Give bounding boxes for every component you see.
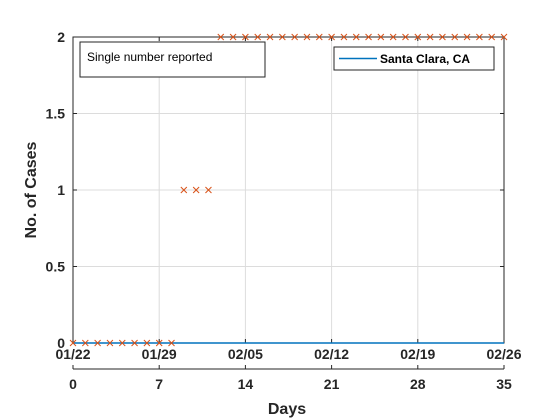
- data-point-marker: [94, 339, 101, 347]
- x-day-label: 21: [324, 376, 340, 392]
- data-point-marker: [488, 33, 496, 41]
- y-axis-title: No. of Cases: [23, 141, 40, 238]
- data-point-marker: [402, 33, 409, 41]
- data-point-marker: [155, 339, 163, 347]
- x-day-label: 28: [410, 376, 426, 392]
- data-point-marker: [81, 339, 89, 347]
- x-date-label: 02/19: [400, 346, 435, 362]
- data-point-marker: [426, 33, 434, 41]
- data-point-marker: [303, 33, 311, 41]
- data-point-marker: [118, 339, 126, 347]
- data-point-marker: [266, 33, 274, 41]
- data-point-marker: [377, 33, 385, 41]
- y-tick-label: 2: [57, 29, 65, 45]
- legend-label-santa-clara: Santa Clara, CA: [380, 52, 470, 66]
- data-point-marker: [131, 339, 138, 347]
- x-day-label: 14: [238, 376, 254, 392]
- data-point-marker: [291, 33, 299, 41]
- x-date-label: 01/29: [142, 346, 177, 362]
- data-point-marker: [205, 186, 212, 194]
- data-point-marker: [451, 33, 459, 41]
- x-date-label: 02/05: [228, 346, 263, 362]
- data-point-marker: [106, 339, 114, 347]
- x-axis-title: Days: [268, 401, 306, 418]
- series: [69, 33, 508, 347]
- data-point-marker: [254, 33, 262, 41]
- axes: [72, 36, 505, 370]
- data-point-marker: [242, 33, 249, 41]
- x-date-label: 01/22: [55, 346, 90, 362]
- data-point-marker: [217, 33, 225, 41]
- x-day-label: 7: [155, 376, 163, 392]
- annotation-text: Single number reported: [87, 50, 212, 64]
- tick-labels: 00.511.5201/22001/29702/051402/122102/19…: [46, 29, 522, 392]
- data-point-marker: [229, 33, 237, 41]
- data-point-marker: [278, 33, 286, 41]
- data-point-marker: [365, 33, 372, 41]
- data-point-marker: [463, 33, 471, 41]
- data-point-marker: [414, 33, 422, 41]
- data-point-marker: [340, 33, 348, 41]
- y-tick-label: 0.5: [46, 259, 66, 275]
- y-tick-label: 1: [57, 182, 65, 198]
- data-point-marker: [439, 33, 446, 41]
- data-point-marker: [315, 33, 323, 41]
- data-point-marker: [168, 339, 175, 347]
- annotation-box: Single number reported: [79, 41, 266, 78]
- x-date-label: 02/12: [314, 346, 349, 362]
- data-point-marker: [328, 33, 335, 41]
- data-point-marker: [500, 33, 508, 41]
- data-point-marker: [180, 186, 188, 194]
- x-day-label: 35: [496, 376, 512, 392]
- x-date-label: 02/26: [486, 346, 521, 362]
- legend: Santa Clara, CA: [333, 46, 495, 71]
- x-day-label: 0: [69, 376, 77, 392]
- data-point-marker: [389, 33, 397, 41]
- data-point-marker: [69, 339, 77, 347]
- y-tick-label: 1.5: [46, 106, 66, 122]
- data-point-marker: [352, 33, 360, 41]
- y-tick-label: 0: [57, 335, 65, 351]
- data-point-marker: [192, 186, 200, 194]
- grid: [72, 36, 505, 344]
- data-point-marker: [476, 33, 483, 41]
- data-point-marker: [143, 339, 151, 347]
